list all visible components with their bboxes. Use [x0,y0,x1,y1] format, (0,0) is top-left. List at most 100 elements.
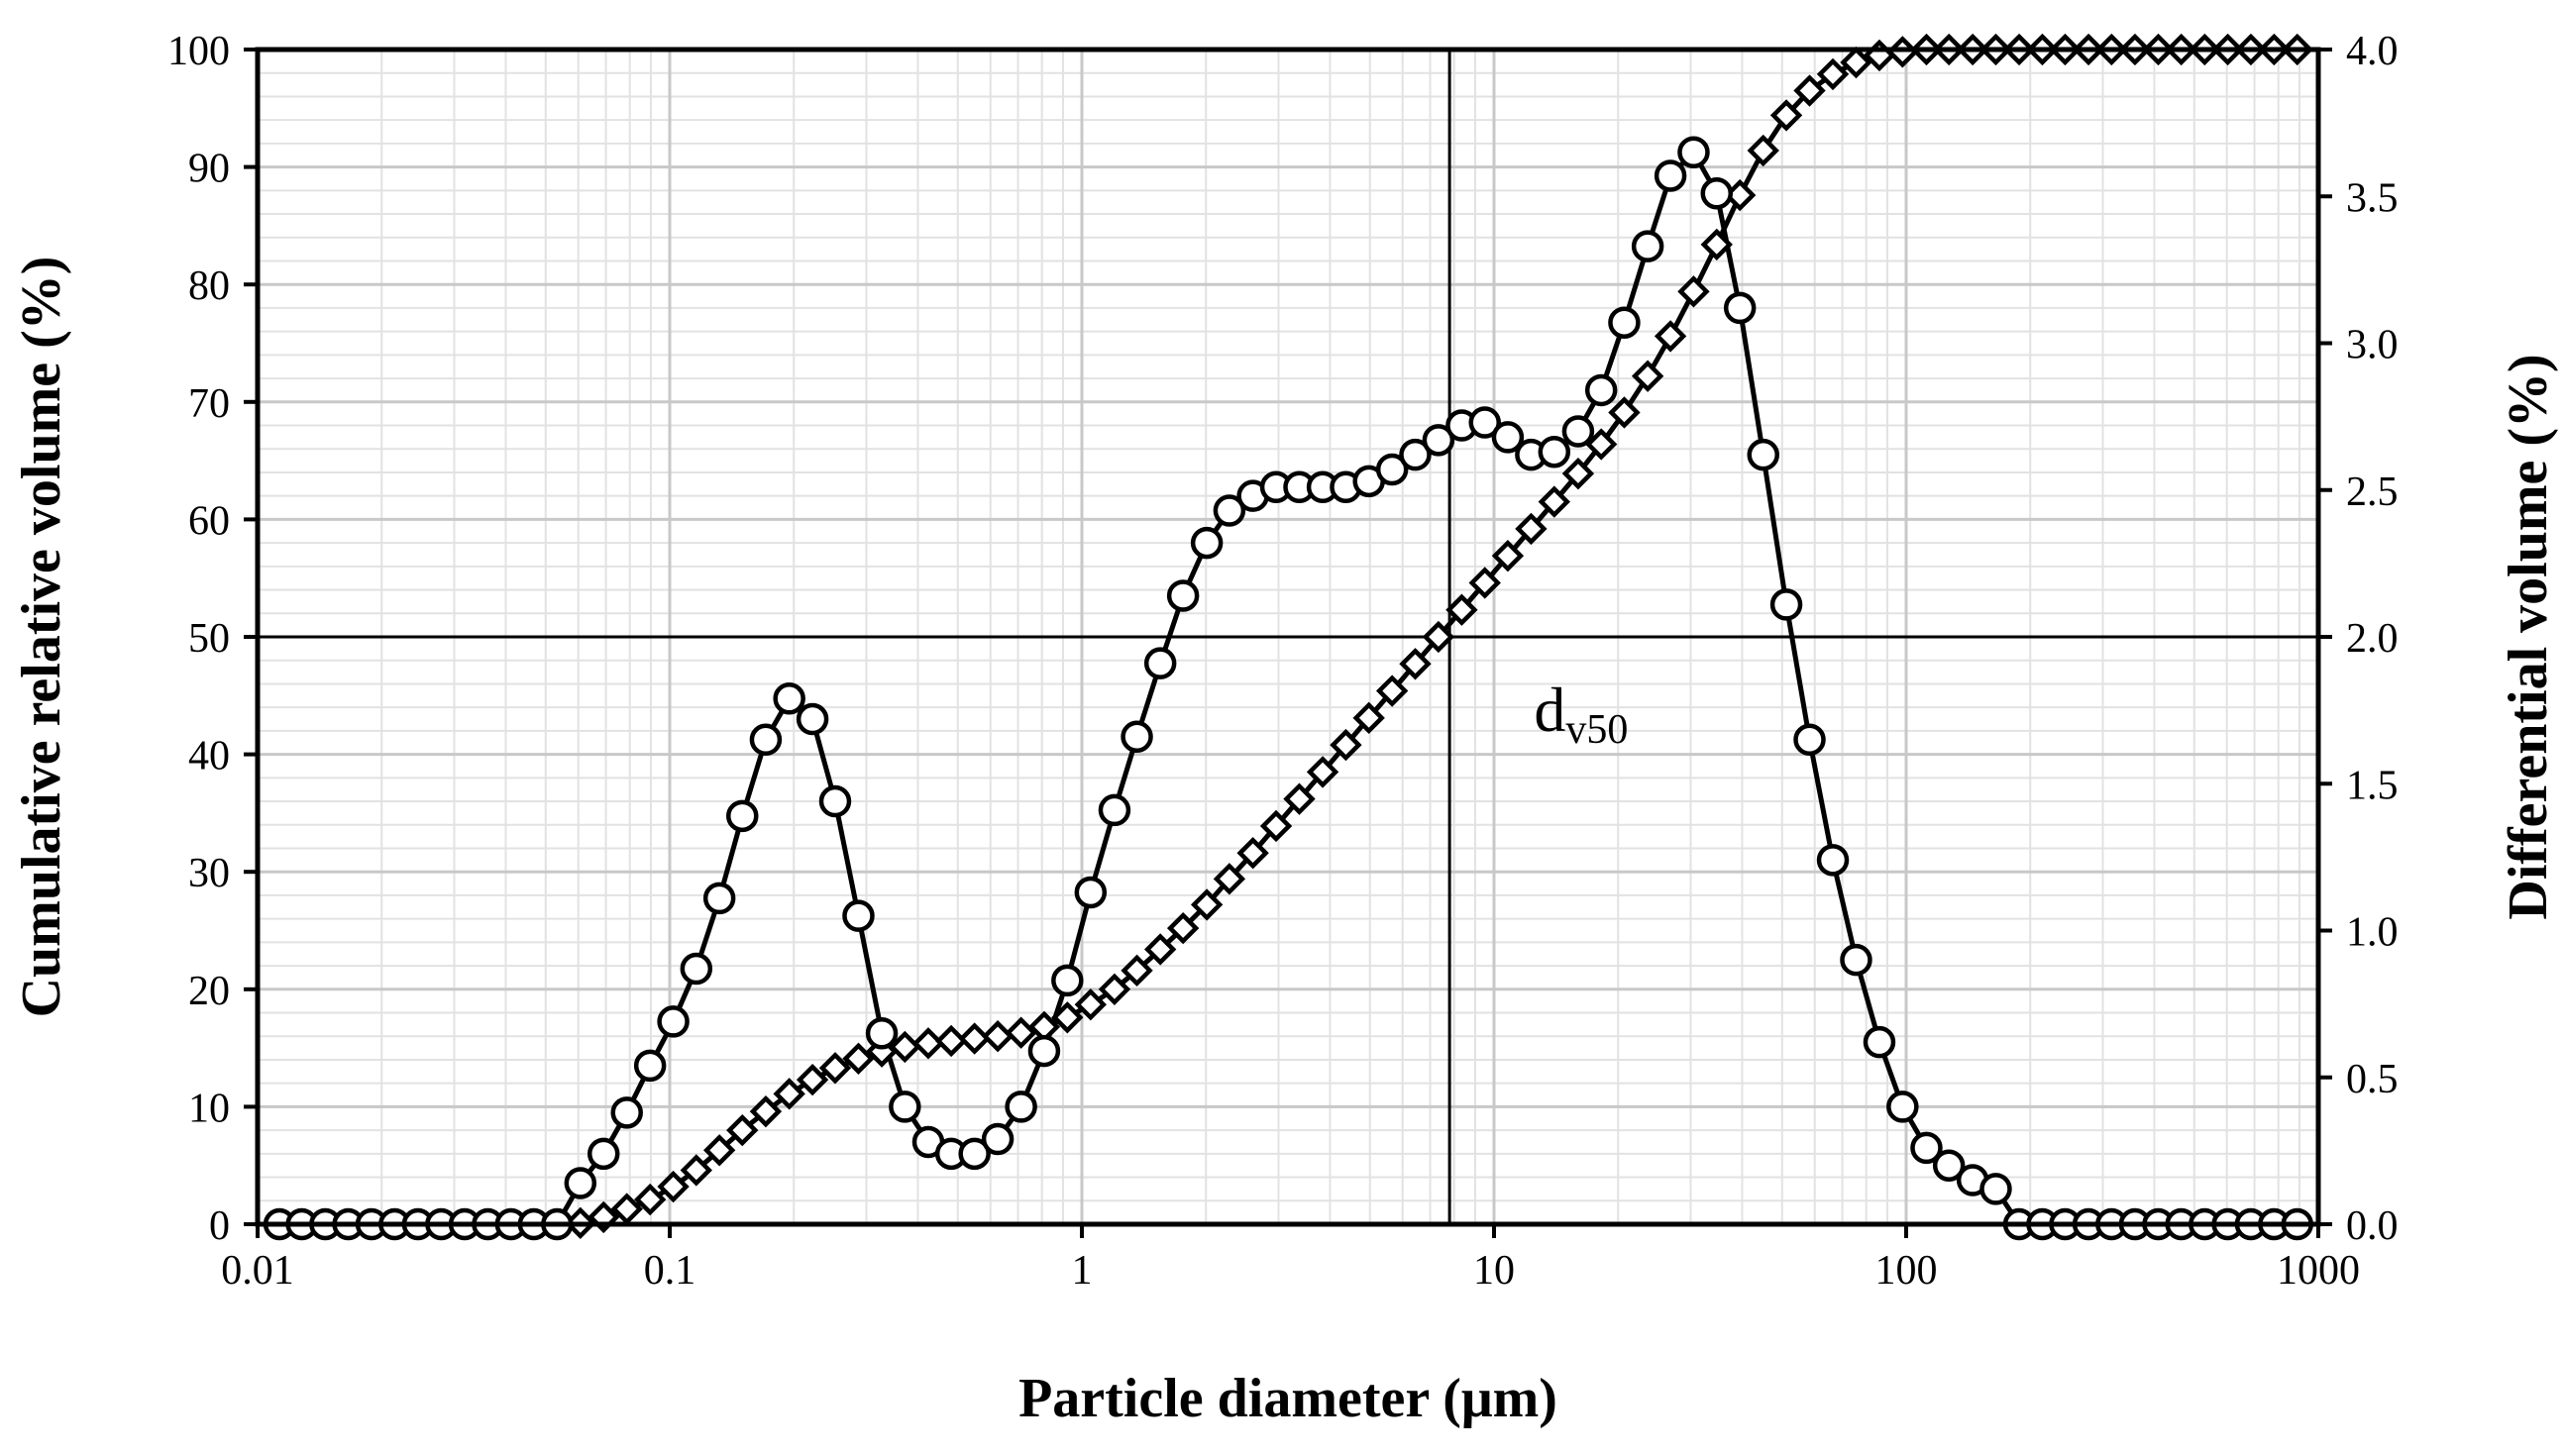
y-left-tick-label: 70 [188,381,230,427]
differential-point [796,702,829,736]
y-left-tick-label: 60 [188,498,230,544]
differential-point [564,1167,597,1199]
differential-point [1631,230,1664,262]
cumulative-point [1098,973,1131,1005]
differential-point [702,882,736,915]
cumulative-point [1468,567,1501,599]
y-left-tick-label: 50 [188,616,230,662]
differential-point [657,1005,690,1038]
cumulative-point [934,1024,968,1058]
x-tick-label: 100 [1875,1248,1938,1294]
differential-point [1098,793,1131,827]
differential-point [1793,723,1826,757]
cumulative-point [1445,593,1478,626]
differential-point [842,899,875,932]
cumulative-point [1005,1016,1037,1049]
cumulative-point [818,1052,852,1085]
differential-point [1422,424,1455,457]
differential-point [1910,1131,1943,1165]
cumulative-point [680,1154,712,1187]
y-axis-right-title: Differential volume (%) [2498,354,2559,919]
y-right-tick-label: 3.0 [2346,323,2399,368]
differential-point [1979,1173,2012,1205]
differential-point [1886,1091,1919,1123]
cumulative-point [1515,512,1548,546]
x-tick-label: 1 [1072,1248,1093,1294]
y-left-tick-label: 10 [188,1086,230,1131]
differential-point [1213,494,1246,527]
y-left-tick-label: 40 [188,734,230,780]
y-axis-left-title: Cumulative relative volume (%) [11,257,72,1018]
y-left-tick-label: 80 [188,263,230,309]
differential-point [1584,373,1618,407]
differential-point [587,1137,620,1171]
differential-point [865,1017,899,1050]
d50-annotation-subscript: v50 [1565,707,1628,753]
cumulative-point [1166,911,1200,945]
d50-annotation: dv50 [1534,675,1628,753]
cumulative-point [1747,134,1779,167]
differential-point [680,952,713,986]
differential-point [1816,844,1850,877]
differential-point [1723,291,1757,325]
cumulative-point [1306,756,1339,788]
differential-point [1677,136,1710,169]
differential-point [1700,177,1734,210]
y-left-tick-label: 0 [209,1203,230,1249]
differential-point [610,1096,643,1129]
differential-point [1166,579,1200,612]
cumulative-point [702,1134,736,1167]
differential-point [1561,415,1595,448]
x-tick-label: 1000 [2277,1248,2360,1294]
differential-point [1840,943,1872,977]
cumulative-point [1190,888,1224,921]
y-left-tick-label: 90 [188,147,230,192]
differential-point [958,1137,991,1171]
differential-point [1654,159,1687,192]
cumulative-point [1074,988,1107,1021]
cumulative-point [1608,396,1641,429]
y-right-tick-label: 0.5 [2346,1057,2399,1102]
y-right-tick-label: 1.0 [2346,910,2399,956]
cumulative-point [1236,837,1269,870]
differential-point [1769,588,1803,621]
cumulative-point [1143,933,1177,966]
y-left-tick-label: 30 [188,851,230,896]
y-left-tick-label: 20 [188,969,230,1014]
differential-point [726,799,759,833]
differential-point [1538,435,1571,468]
cumulative-point [1330,728,1362,762]
tick-labels: 0.01 0.1 1 10 100 1000 0 10 20 30 40 50 60 70 80 90 100 0… [167,29,2399,1294]
y-right-tick-label: 4.0 [2346,29,2399,74]
cumulative-point [633,1183,667,1216]
cumulative-point [726,1113,759,1147]
cumulative-point [1352,701,1385,735]
differential-point [1375,453,1409,486]
cumulative-point [1538,485,1570,518]
differential-point [1190,526,1224,560]
differential-point [981,1122,1015,1156]
differential-point [818,784,852,818]
differential-point [1491,421,1525,454]
axis-ticks [244,48,2332,1238]
cumulative-point [1677,275,1710,308]
differential-point [1074,876,1108,909]
cumulative-point [1816,57,1850,91]
differential-point [1468,406,1501,439]
differential-point [1027,1034,1061,1068]
cumulative-point [1213,863,1246,895]
cumulative-point [958,1022,991,1055]
x-tick-label: 0.01 [221,1248,294,1294]
y-right-tick-label: 0.0 [2346,1203,2399,1249]
differential-point [1863,1025,1896,1059]
y-right-tick-label: 2.5 [2346,469,2399,515]
cumulative-point [1283,782,1316,815]
cumulative-point [1375,675,1409,707]
cumulative-point [796,1063,829,1096]
differential-point [773,682,805,715]
cumulative-point [1631,360,1664,392]
x-tick-label: 0.1 [644,1248,696,1294]
y-right-tick-label: 1.5 [2346,763,2399,808]
differential-point [1399,438,1432,471]
